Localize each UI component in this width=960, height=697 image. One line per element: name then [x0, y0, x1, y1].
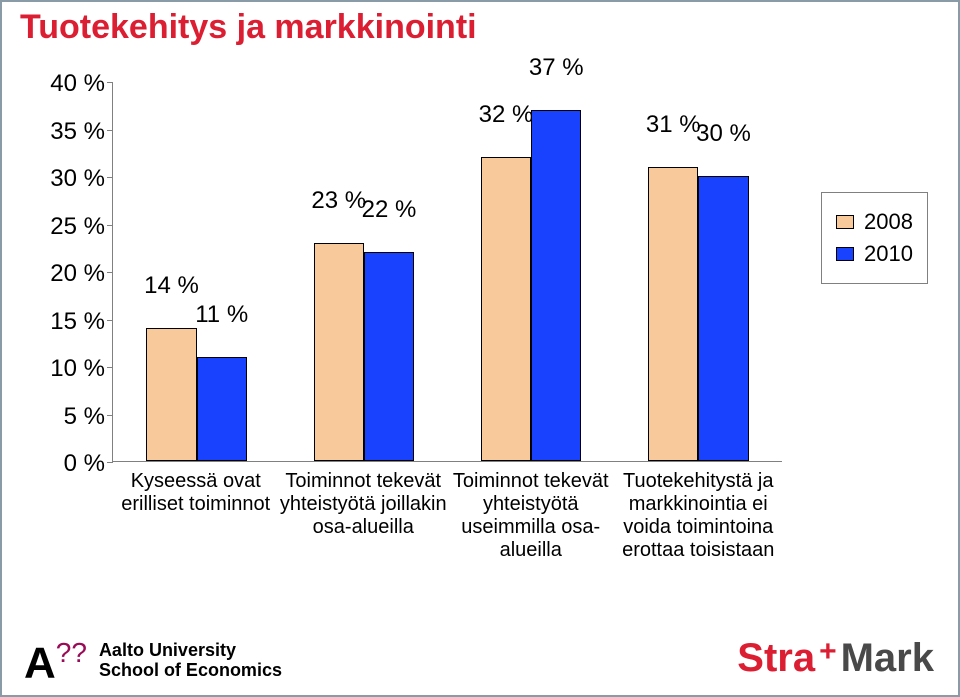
bar: [314, 243, 364, 462]
bar: [531, 110, 581, 462]
legend-swatch-icon: [836, 215, 854, 229]
stramark-logo: Stra+Mark: [737, 636, 934, 681]
aalto-logo-text: Aalto University School of Economics: [99, 641, 282, 681]
category-label: Toiminnot tekevät yhteistyötä joillakin …: [278, 470, 448, 539]
legend-item: 2010: [836, 241, 913, 267]
bar-value-label: 11 %: [195, 301, 248, 329]
ytick-label: 35 %: [35, 118, 105, 146]
brand-stra: Stra: [737, 636, 815, 681]
ytick-label: 10 %: [35, 355, 105, 383]
bar: [364, 252, 414, 461]
bar-group: 32 %37 %: [448, 82, 615, 461]
ytick-label: 25 %: [35, 213, 105, 241]
ytick-label: 40 %: [35, 70, 105, 98]
bar-value-label: 37 %: [529, 54, 584, 82]
bar-group: 14 %11 %: [113, 82, 280, 461]
plot-area: 0 %5 %10 %15 %20 %25 %30 %35 %40 %14 %11…: [112, 82, 782, 462]
slide: Tuotekehitys ja markkinointi 0 % 5 % 10 % 1…: [0, 0, 960, 697]
bar: [481, 157, 531, 461]
ytick-label: 30 %: [35, 165, 105, 193]
bar-value-label: 30 %: [696, 120, 751, 148]
aalto-mark-icon: A??: [24, 642, 87, 681]
aalto-logo: A?? Aalto University School of Economics: [24, 641, 282, 681]
brand-mark: Mark: [841, 636, 934, 681]
category-label: Toiminnot tekevät yhteistyötä useimmilla…: [446, 470, 616, 562]
slide-title: Tuotekehitys ja markkinointi: [20, 8, 477, 47]
legend-swatch-icon: [836, 247, 854, 261]
bar: [197, 357, 247, 462]
aalto-line2: School of Economics: [99, 661, 282, 681]
bar-value-label: 14 %: [144, 272, 199, 300]
ytick-label: 20 %: [35, 260, 105, 288]
ytick-label: 5 %: [35, 403, 105, 431]
bar-value-label: 22 %: [362, 196, 417, 224]
aalto-line1: Aalto University: [99, 641, 282, 661]
bar: [698, 176, 748, 461]
legend: 2008 2010: [821, 192, 928, 284]
bar-value-label: 31 %: [646, 111, 701, 139]
bar-group: 31 %30 %: [615, 82, 782, 461]
legend-label: 2010: [864, 241, 913, 267]
bar-group: 23 %22 %: [280, 82, 447, 461]
bar: [146, 328, 196, 461]
legend-item: 2008: [836, 209, 913, 235]
brand-plus-icon: +: [819, 635, 837, 669]
category-label: Tuotekehitystä ja markkinointia ei voida…: [613, 470, 783, 562]
ytick-label: 15 %: [35, 308, 105, 336]
ytick-label: 0 %: [35, 450, 105, 478]
bar-value-label: 23 %: [311, 187, 366, 215]
legend-label: 2008: [864, 209, 913, 235]
bar-chart: 0 % 5 % 10 % 15 % 20 % 25 % 30 % 35 % 40 % 14 %11…: [22, 62, 942, 582]
bar: [648, 167, 698, 462]
bar-value-label: 32 %: [479, 101, 534, 129]
category-label: Kyseessä ovat erilliset toiminnot: [111, 470, 281, 516]
